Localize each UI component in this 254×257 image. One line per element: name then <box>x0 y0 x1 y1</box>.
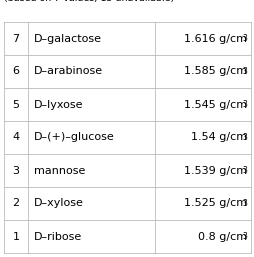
Text: 3: 3 <box>241 100 246 109</box>
Text: 1.539 g/cm: 1.539 g/cm <box>183 166 246 176</box>
Text: 3: 3 <box>241 67 246 76</box>
Text: 6: 6 <box>12 67 19 77</box>
Text: 1.545 g/cm: 1.545 g/cm <box>183 99 246 109</box>
Text: mannose: mannose <box>34 166 85 176</box>
Text: (based on 7 values; 15 unavailable): (based on 7 values; 15 unavailable) <box>4 0 173 3</box>
Text: D–arabinose: D–arabinose <box>34 67 103 77</box>
Text: 5: 5 <box>12 99 19 109</box>
Text: 3: 3 <box>241 199 246 208</box>
Text: D–xylose: D–xylose <box>34 198 84 208</box>
Text: D–galactose: D–galactose <box>34 33 102 43</box>
Text: 3: 3 <box>12 166 19 176</box>
Text: 3: 3 <box>241 34 246 43</box>
Text: 0.8 g/cm: 0.8 g/cm <box>197 232 246 242</box>
Text: D–ribose: D–ribose <box>34 232 82 242</box>
Text: 1.616 g/cm: 1.616 g/cm <box>183 33 246 43</box>
Text: 7: 7 <box>12 33 20 43</box>
Text: 3: 3 <box>241 133 246 142</box>
Text: 2: 2 <box>12 198 20 208</box>
Text: 4: 4 <box>12 133 20 142</box>
Text: 3: 3 <box>241 166 246 175</box>
Text: D–(+)–glucose: D–(+)–glucose <box>34 133 114 142</box>
Text: 1: 1 <box>12 232 19 242</box>
Text: 3: 3 <box>241 232 246 241</box>
Text: D–lyxose: D–lyxose <box>34 99 83 109</box>
Text: 1.585 g/cm: 1.585 g/cm <box>183 67 246 77</box>
Text: 1.525 g/cm: 1.525 g/cm <box>183 198 246 208</box>
Text: 1.54 g/cm: 1.54 g/cm <box>190 133 246 142</box>
